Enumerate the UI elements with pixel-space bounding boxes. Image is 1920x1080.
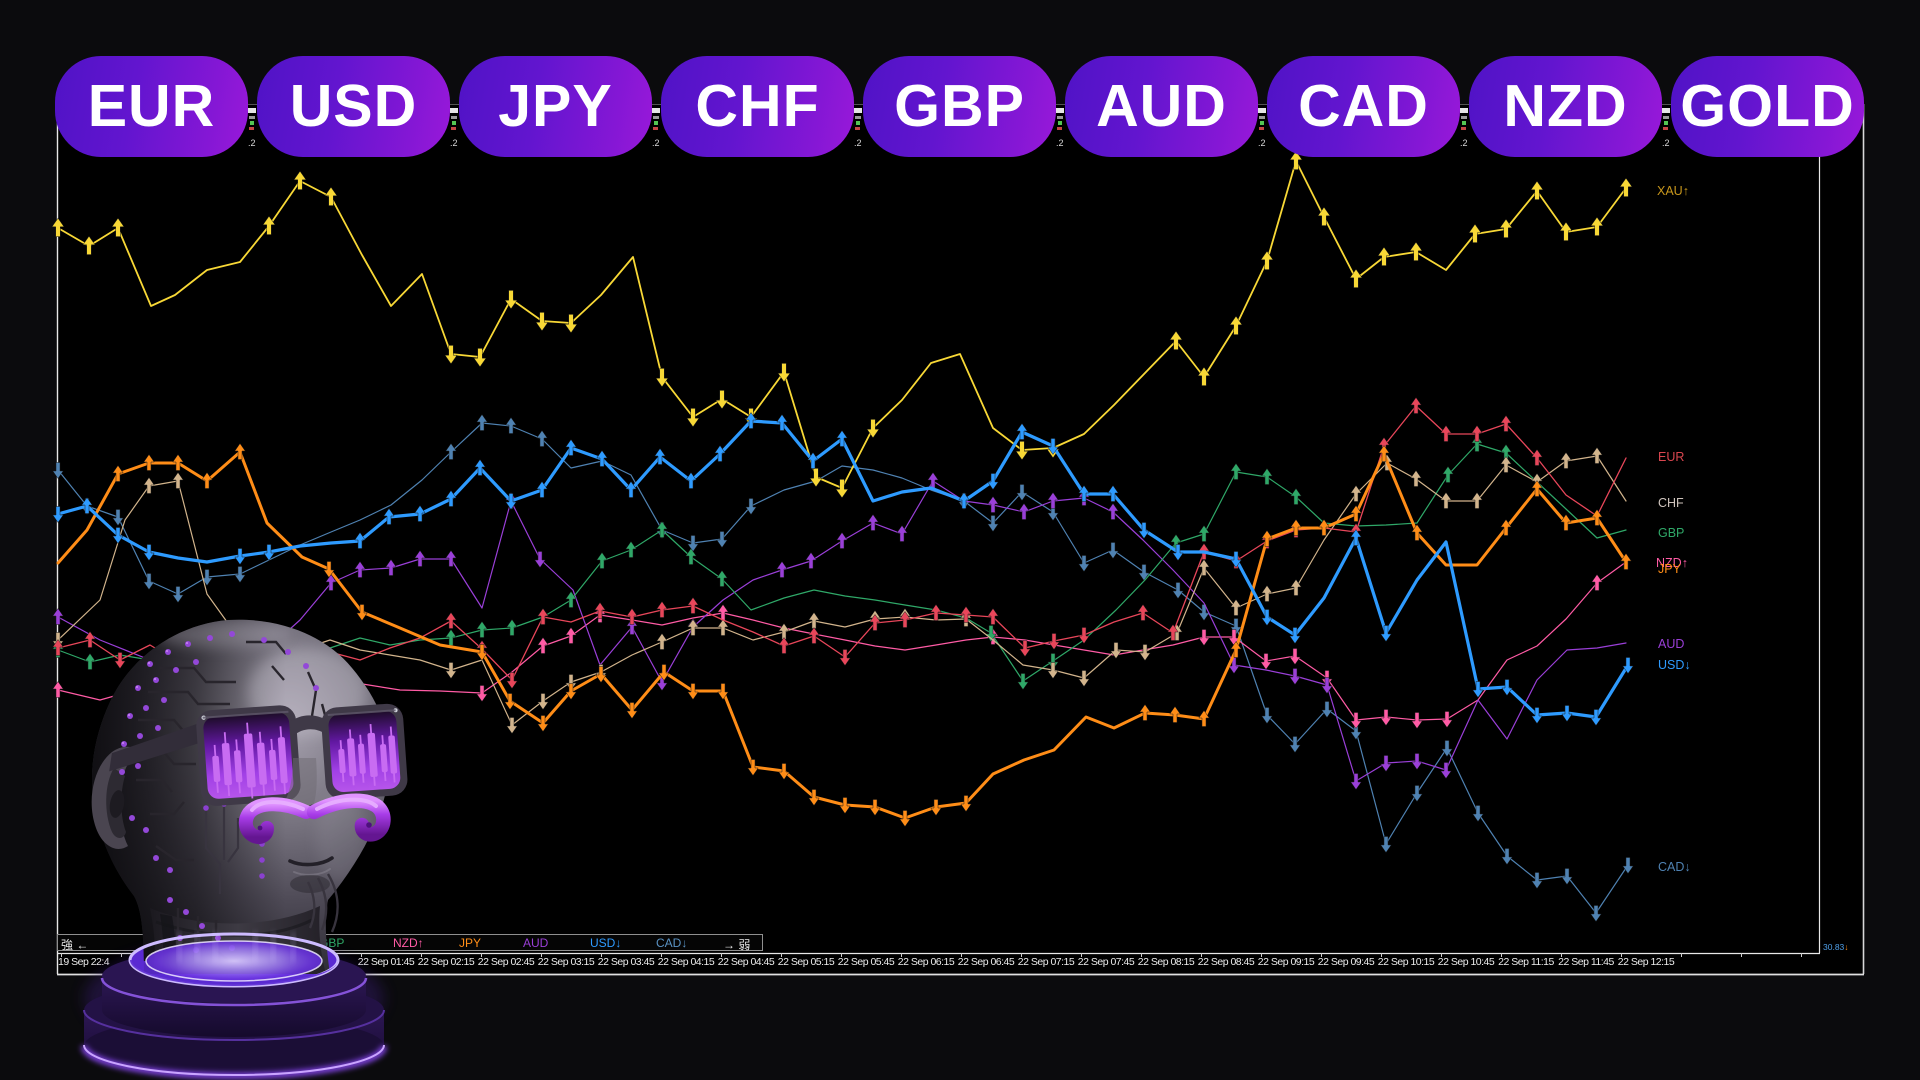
svg-text:.2: .2 (854, 138, 862, 148)
svg-text:.2: .2 (248, 138, 256, 148)
svg-text:CHF: CHF (1658, 496, 1684, 510)
svg-text:.2: .2 (1258, 138, 1266, 148)
svg-text:GBP: GBP (1658, 526, 1684, 540)
svg-text:.2: .2 (652, 138, 660, 148)
svg-text:USD↓: USD↓ (1658, 658, 1691, 672)
svg-text:XAU↑: XAU↑ (1657, 184, 1689, 198)
svg-text:.2: .2 (450, 138, 458, 148)
svg-text:.2: .2 (1460, 138, 1468, 148)
svg-text:.2: .2 (1662, 138, 1670, 148)
svg-text:JPY: JPY (1658, 562, 1682, 576)
svg-text:AUD: AUD (1658, 637, 1684, 651)
svg-text:NZD↑: NZD↑ (1656, 556, 1688, 570)
svg-text:30.83↓: 30.83↓ (1823, 942, 1849, 952)
svg-text:CAD↓: CAD↓ (1658, 860, 1691, 874)
svg-text:.2: .2 (1056, 138, 1064, 148)
svg-text:EUR: EUR (1658, 450, 1684, 464)
